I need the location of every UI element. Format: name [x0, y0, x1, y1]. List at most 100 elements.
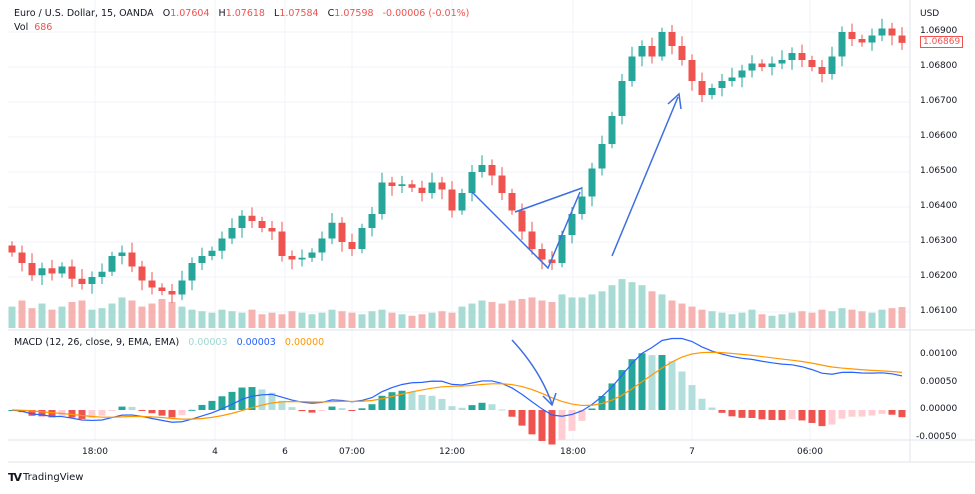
candle-body	[558, 235, 566, 263]
candle-body	[898, 35, 906, 43]
macd-histogram-bar	[608, 383, 616, 410]
macd-histogram-bar	[728, 410, 736, 417]
macd-histogram-bar	[338, 408, 346, 410]
candle-body	[248, 215, 256, 221]
candle-body	[308, 252, 316, 258]
macd-histogram-bar	[318, 410, 326, 411]
volume-bar	[168, 302, 176, 328]
candle-body	[688, 60, 696, 81]
price-change: -0.00006 (-0.01%)	[382, 8, 470, 19]
macd-histogram-bar	[818, 410, 826, 427]
volume-bar	[848, 309, 856, 328]
tradingview-brand: TradingView	[23, 472, 84, 483]
candle-body	[728, 77, 736, 81]
volume-bar	[218, 309, 226, 328]
tradingview-logo[interactable]: 𝗧𝗩 TradingView	[8, 471, 83, 484]
candle-body	[238, 215, 246, 228]
candle-body	[138, 266, 146, 281]
volume-bar	[818, 309, 826, 328]
macd-tick: -0.00050	[916, 431, 957, 442]
volume-bar	[608, 285, 616, 328]
candle-body	[638, 46, 646, 57]
macd-histogram-bar	[688, 385, 696, 410]
macd-histogram-bar	[348, 410, 356, 411]
volume-bar	[528, 297, 536, 328]
volume-bar	[308, 314, 316, 328]
candle-body	[158, 287, 166, 291]
candle-body	[338, 222, 346, 242]
volume-bar	[588, 294, 596, 328]
macd-histogram-bar	[358, 408, 366, 410]
candle-body	[58, 266, 66, 274]
volume-bar	[8, 306, 16, 328]
volume-bar	[418, 314, 426, 328]
macd-histogram-bar	[418, 394, 426, 410]
macd-histogram-bar	[798, 410, 806, 421]
candle-body	[568, 214, 576, 235]
price-tick: 1.06900	[920, 26, 958, 36]
macd-histogram-bar	[488, 404, 496, 410]
volume-bar	[888, 308, 896, 328]
macd-histogram-bar	[218, 396, 226, 410]
macd-histogram-bar	[298, 410, 306, 412]
candle-body	[358, 228, 366, 249]
volume-bar	[548, 302, 556, 328]
time-tick: 7	[689, 447, 695, 457]
macd-histogram-bar	[88, 410, 96, 418]
macd-histogram-bar	[98, 410, 106, 416]
candle-body	[788, 53, 796, 60]
price-tick: 1.06600	[920, 131, 958, 141]
volume-bar	[738, 312, 746, 328]
macd-histogram-bar	[858, 410, 866, 417]
macd-histogram-bar	[898, 410, 906, 418]
macd-histogram-bar	[828, 410, 836, 425]
macd-line-value: 0.00003	[236, 337, 276, 348]
volume-bar	[298, 312, 306, 328]
ohlc-close: C1.07598	[327, 8, 374, 19]
time-tick: 6	[282, 447, 288, 457]
candle-body	[818, 67, 826, 74]
candle-body	[208, 250, 216, 256]
time-tick: 18:00	[82, 447, 108, 457]
volume-bar	[198, 311, 206, 328]
candle-body	[388, 182, 396, 186]
ohlc-open: O1.07604	[162, 8, 210, 19]
macd-histogram-bar	[848, 410, 856, 417]
volume-bar	[328, 309, 336, 328]
volume-bar	[648, 291, 656, 328]
candle-body	[348, 242, 356, 249]
volume-bar	[208, 312, 216, 328]
volume-bar	[518, 298, 526, 328]
candle-body	[448, 189, 456, 211]
macd-tick: 0.00000	[920, 404, 958, 414]
macd-histogram-bar	[138, 410, 146, 411]
candle-body	[258, 221, 266, 228]
macd-histogram-bar	[498, 409, 506, 411]
macd-histogram-bar	[148, 410, 156, 414]
macd-histogram-bar	[248, 387, 256, 410]
macd-histogram-bar	[438, 398, 446, 410]
candle-body	[858, 39, 866, 43]
volume-bar	[628, 282, 636, 328]
volume-bar	[868, 312, 876, 328]
volume-bar	[718, 312, 726, 328]
candle-body	[268, 228, 276, 232]
macd-histogram-bar	[408, 391, 416, 410]
candle-body	[748, 63, 756, 71]
candle-body	[298, 257, 306, 260]
macd-histogram-bar	[108, 410, 116, 411]
volume-bar	[678, 303, 686, 328]
candle-body	[378, 182, 386, 214]
annotation-arrow	[611, 96, 679, 257]
volume-bar	[878, 309, 886, 328]
macd-histogram-bar	[698, 398, 706, 410]
volume-bar	[598, 291, 606, 328]
candle-body	[488, 165, 496, 176]
volume-bar	[68, 302, 76, 328]
macd-histogram-bar	[738, 410, 746, 418]
macd-histogram-bar	[648, 355, 656, 410]
macd-histogram-bar	[508, 410, 516, 417]
candle-body	[738, 70, 746, 78]
candle-body	[318, 238, 326, 253]
